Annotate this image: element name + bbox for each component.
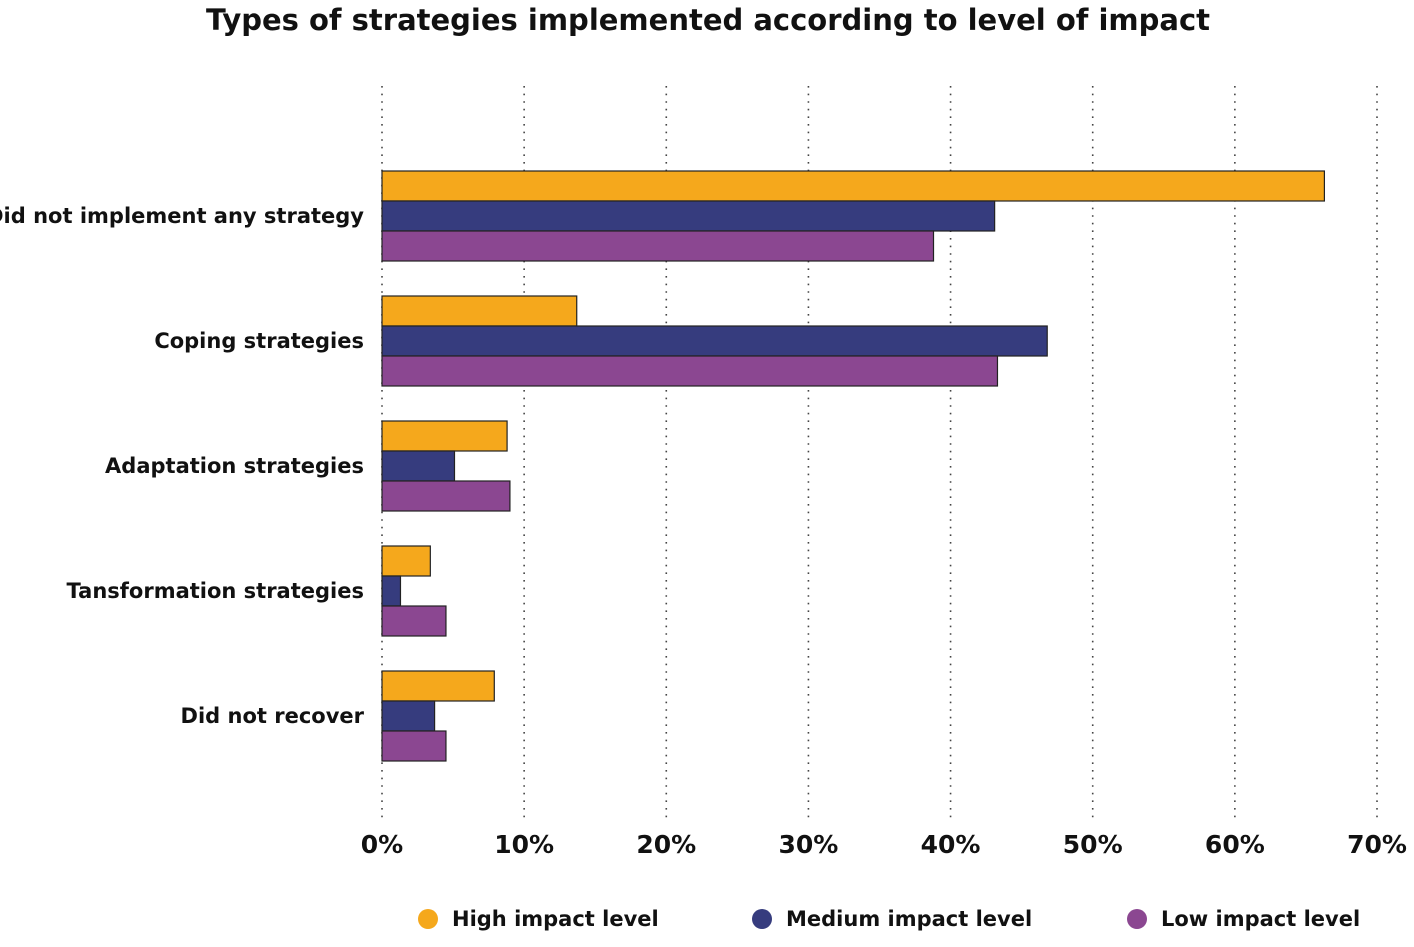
bar-high (381, 295, 578, 327)
x-tick-label: 70% (1347, 830, 1407, 859)
legend-label: High impact level (452, 907, 659, 931)
x-tick-label: 40% (921, 830, 981, 859)
x-tick-label: 10% (494, 830, 554, 859)
x-tick-label: 50% (1063, 830, 1123, 859)
bar-low (381, 730, 447, 762)
category-label: Adaptation strategies (105, 454, 364, 478)
category-label: Did not implement any strategy (0, 204, 364, 228)
category-labels: Did not implement any strategy Coping str… (0, 204, 365, 728)
bar-low (381, 355, 999, 387)
bar-layer (381, 170, 1326, 762)
legend-marker (1127, 909, 1147, 929)
x-axis-tick-labels: 0% 10% 20% 30% 40% 50% 60% 70% (361, 830, 1407, 859)
legend-label: Low impact level (1161, 907, 1360, 931)
legend-marker (418, 909, 438, 929)
category-label: Tansformation strategies (67, 579, 364, 603)
x-tick-label: 0% (361, 830, 403, 859)
bar-low (381, 605, 447, 637)
legend: High impact level Medium impact level Low … (418, 907, 1360, 931)
x-tick-label: 60% (1205, 830, 1265, 859)
legend-marker (752, 909, 772, 929)
bar-high (381, 420, 508, 452)
bar-high (381, 670, 495, 702)
bar-high (381, 545, 431, 577)
x-tick-label: 30% (779, 830, 839, 859)
chart-title: Types of strategies implemented accordin… (206, 3, 1210, 37)
bar-medium (381, 450, 456, 482)
legend-label: Medium impact level (786, 907, 1032, 931)
x-tick-label: 20% (636, 830, 696, 859)
category-label: Coping strategies (154, 329, 364, 353)
bar-medium (381, 575, 402, 607)
category-label: Did not recover (181, 704, 365, 728)
bar-low (381, 230, 935, 262)
bar-high (381, 170, 1326, 202)
bar-low (381, 480, 511, 512)
bar-medium (381, 200, 996, 232)
bar-medium (381, 700, 436, 732)
bar-medium (381, 325, 1048, 357)
